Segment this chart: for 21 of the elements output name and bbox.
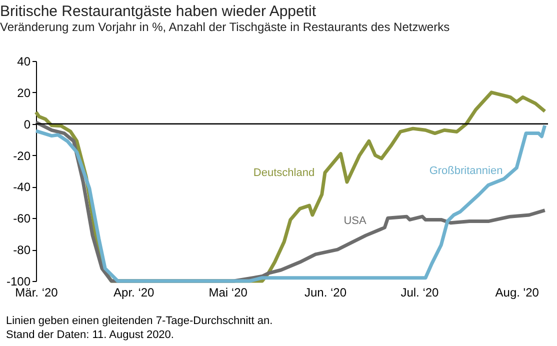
y-tick-label: -20 — [13, 148, 31, 163]
y-tick-label: 0 — [24, 117, 31, 132]
chart-title: Britische Restaurantgäste haben wieder Appetit — [0, 3, 317, 20]
y-tick-label: 20 — [17, 86, 31, 100]
x-tick-label: Jul. ‘20 — [400, 286, 440, 300]
x-tick-label: Aug. '20 — [495, 286, 540, 300]
text: Linien geben einen gleitenden 7-Tage-Durchschnitt an. — [6, 314, 273, 328]
x-tick-label: Mär. ‘20 — [15, 286, 58, 300]
series-label: Deutschland — [253, 167, 315, 179]
y-tick-label: 40 — [17, 54, 31, 68]
series-label: Großbritannien — [429, 165, 503, 177]
series-label: USA — [344, 215, 367, 227]
y-tick-label: -40 — [13, 180, 31, 194]
y-tick-label: -100 — [6, 274, 31, 288]
x-tick-label: Mai ‘20 — [208, 286, 248, 300]
x-tick-label: Jun. ‘20 — [304, 286, 347, 300]
x-tick-label: Apr. ‘20 — [114, 286, 155, 300]
chart-subtitle: Veränderung zum Vorjahr in %, Anzahl der Tischgäste in Restaurants des Netzwerks — [0, 20, 450, 34]
y-tick-label: -80 — [13, 243, 31, 258]
text: Stand der Daten: 11. August 2020. — [6, 328, 175, 342]
y-tick-label: -60 — [13, 212, 31, 226]
